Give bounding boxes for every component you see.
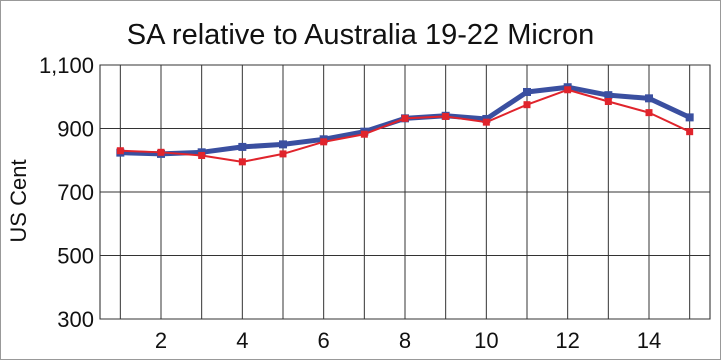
y-tick-label: 500 xyxy=(57,244,94,269)
series-1-point xyxy=(685,113,694,122)
series-1-point xyxy=(279,140,287,149)
series-2-point xyxy=(116,147,124,155)
y-tick-label: 300 xyxy=(57,307,94,332)
series-2-point xyxy=(645,109,653,117)
chart-title: SA relative to Australia 19-22 Micron xyxy=(126,19,595,51)
series-2-point xyxy=(564,86,572,94)
series-2-point xyxy=(320,138,328,146)
series-2-point xyxy=(360,130,368,138)
x-tick-label: 12 xyxy=(555,328,579,353)
series-2-point xyxy=(198,151,206,159)
y-tick-label: 1,100 xyxy=(39,53,94,78)
x-tick-label: 4 xyxy=(236,328,248,353)
y-tick-label: 700 xyxy=(57,180,94,205)
series-2-point xyxy=(482,118,490,126)
x-tick-label: 2 xyxy=(155,328,167,353)
x-tick-label: 10 xyxy=(474,328,498,353)
series-1-point xyxy=(238,142,247,151)
x-tick-label: 8 xyxy=(399,328,411,353)
series-1-point xyxy=(645,94,653,103)
series-2-point xyxy=(604,98,612,106)
series-2-point xyxy=(442,112,450,120)
x-tick-label: 14 xyxy=(637,328,661,353)
y-tick-label: 900 xyxy=(57,117,94,142)
series-1-point xyxy=(604,91,613,100)
series-2-point xyxy=(238,158,246,166)
series-2-point xyxy=(279,150,287,158)
series-1-point xyxy=(523,87,531,96)
series-2-point xyxy=(523,101,531,109)
series-2-point xyxy=(686,128,694,136)
series-2-point xyxy=(401,114,409,122)
series-2-point xyxy=(157,148,165,156)
x-tick-label: 6 xyxy=(318,328,330,353)
